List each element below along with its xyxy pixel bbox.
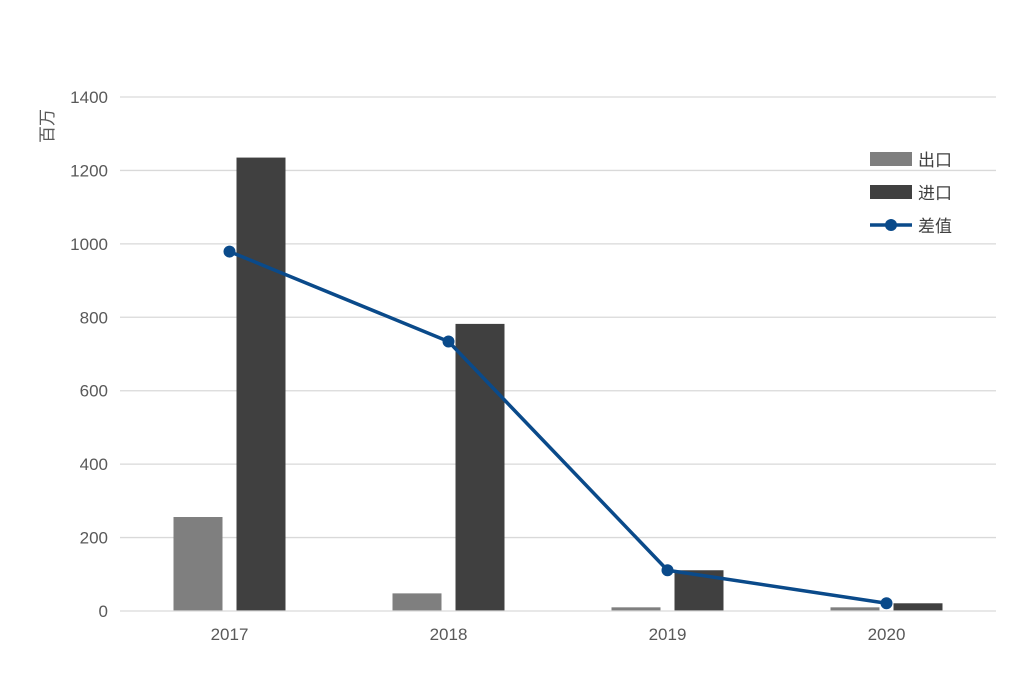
bar-export-2017 xyxy=(173,517,223,611)
y-axis-ticks: 0 200 400 600 800 1000 1200 1400 xyxy=(70,88,108,621)
legend-label-1: 进口 xyxy=(918,184,952,204)
y-tick-label: 200 xyxy=(80,529,108,548)
y-tick-label: 1200 xyxy=(70,161,108,180)
bar-export-2020 xyxy=(830,607,880,611)
bar-import-2018 xyxy=(455,323,505,611)
diff-point-2020 xyxy=(880,597,893,610)
legend-swatch-0 xyxy=(870,152,912,166)
legend-label-0: 出口 xyxy=(918,151,952,171)
legend-label-2: 差值 xyxy=(918,217,952,237)
y-tick-label: 1400 xyxy=(70,88,108,107)
bars xyxy=(173,157,943,612)
bar-import-2017 xyxy=(236,157,286,612)
diff-point-2018 xyxy=(442,335,455,348)
bar-import-2020 xyxy=(893,603,943,611)
diff-line xyxy=(228,249,887,606)
bar-export-2018 xyxy=(392,593,442,611)
x-tick-label: 2020 xyxy=(868,625,906,644)
diff-point-2017 xyxy=(223,245,236,258)
y-tick-label: 800 xyxy=(80,308,108,327)
x-tick-label: 2017 xyxy=(211,625,249,644)
y-tick-label: 600 xyxy=(80,382,108,401)
x-axis-ticks: 2017 2018 2019 2020 xyxy=(211,625,906,644)
y-axis-title: 百万 xyxy=(38,109,58,143)
legend-marker xyxy=(885,219,897,231)
x-tick-label: 2019 xyxy=(649,625,687,644)
y-tick-label: 1000 xyxy=(70,235,108,254)
diff-line-series xyxy=(223,245,893,610)
bar-export-2019 xyxy=(611,607,661,611)
x-tick-label: 2018 xyxy=(430,625,468,644)
y-tick-label: 0 xyxy=(99,602,108,621)
y-tick-label: 400 xyxy=(80,455,108,474)
diff-point-2019 xyxy=(661,564,674,577)
legend-swatch-1 xyxy=(870,185,912,199)
